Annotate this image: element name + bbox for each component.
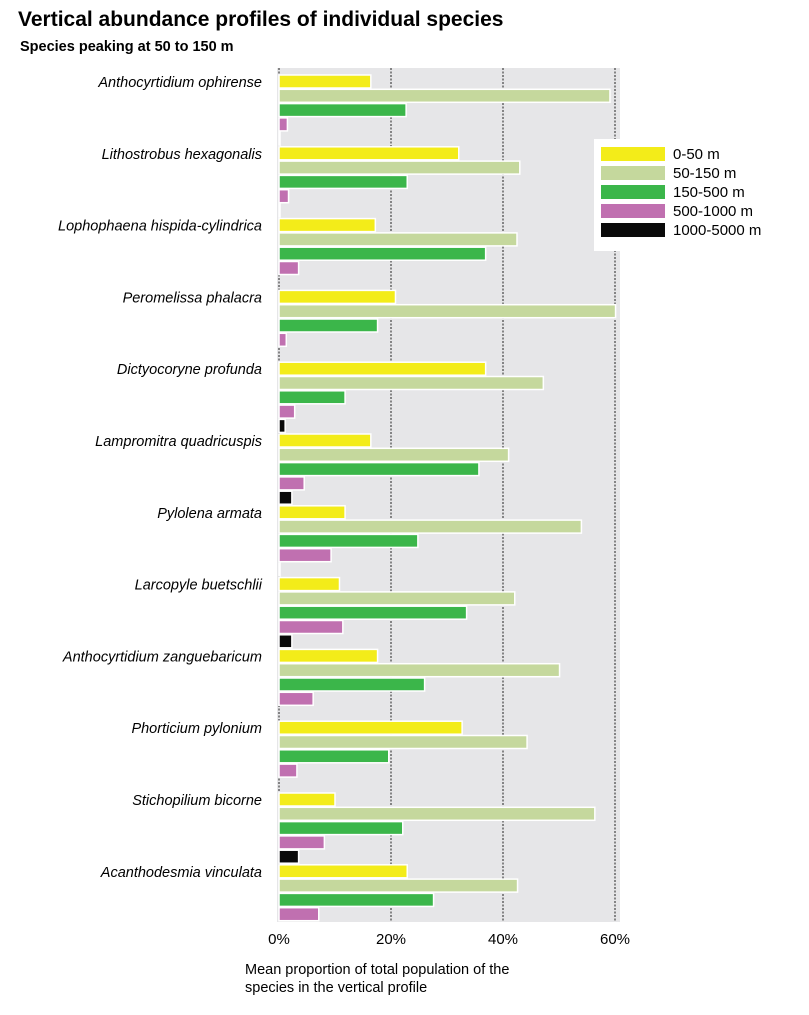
legend-swatch bbox=[601, 147, 665, 161]
legend-swatch bbox=[601, 223, 665, 237]
bar bbox=[278, 131, 281, 146]
category-label: Anthocyrtidium ophirense bbox=[97, 75, 262, 91]
bar bbox=[278, 864, 408, 879]
bar bbox=[278, 217, 377, 233]
bar bbox=[278, 634, 293, 649]
bar bbox=[278, 691, 314, 707]
bar bbox=[278, 490, 293, 505]
bar bbox=[278, 749, 390, 764]
x-tick-label: 20% bbox=[376, 931, 406, 948]
bar bbox=[278, 160, 521, 175]
bar bbox=[278, 591, 516, 606]
bar bbox=[278, 849, 300, 864]
bar bbox=[278, 390, 346, 405]
x-axis-label: Mean proportion of total population of t… bbox=[245, 961, 575, 997]
bar bbox=[278, 174, 408, 190]
chart-subtitle: Species peaking at 50 to 150 m bbox=[20, 39, 234, 55]
bar bbox=[278, 289, 397, 305]
bar bbox=[278, 461, 480, 477]
legend-label: 0-50 m bbox=[673, 146, 720, 163]
category-label: Larcopyle buetschlii bbox=[135, 578, 263, 594]
bar bbox=[278, 318, 379, 333]
legend-label: 1000-5000 m bbox=[673, 222, 761, 239]
bar bbox=[278, 763, 298, 778]
bar bbox=[278, 892, 435, 908]
bar bbox=[278, 820, 404, 836]
bar bbox=[278, 605, 468, 620]
category-label: Lithostrobus hexagonalis bbox=[102, 147, 262, 163]
legend-label: 150-500 m bbox=[673, 184, 745, 201]
category-label: Acanthodesmia vinculata bbox=[100, 865, 262, 881]
legend-label: 50-150 m bbox=[673, 165, 736, 182]
legend-swatch bbox=[601, 204, 665, 218]
category-label: Dictyocoryne profunda bbox=[117, 362, 262, 378]
x-tick-label: 40% bbox=[488, 931, 518, 948]
bar bbox=[278, 88, 611, 104]
bar bbox=[278, 476, 305, 491]
x-axis-label-line-1: Mean proportion of total population of t… bbox=[245, 962, 510, 978]
bar bbox=[278, 648, 379, 664]
x-axis-label-line-2: species in the vertical profile bbox=[245, 980, 428, 996]
bar bbox=[278, 533, 419, 549]
bar bbox=[278, 375, 545, 391]
bar bbox=[278, 188, 290, 204]
legend-swatch bbox=[601, 166, 665, 180]
bar bbox=[278, 232, 518, 247]
bar bbox=[278, 720, 463, 735]
x-tick-label: 60% bbox=[600, 931, 630, 948]
bar bbox=[278, 734, 528, 750]
bar bbox=[278, 505, 346, 520]
category-label: Lophophaena hispida-cylindrica bbox=[58, 219, 262, 235]
category-label: Peromelissa phalacra bbox=[123, 290, 262, 306]
bar bbox=[278, 246, 487, 261]
bar bbox=[278, 418, 286, 434]
category-label: Lampromitra quadricuspis bbox=[95, 434, 262, 450]
bar bbox=[278, 433, 372, 448]
bar bbox=[278, 806, 596, 822]
bar bbox=[278, 361, 487, 376]
bar bbox=[278, 906, 320, 922]
bar bbox=[278, 878, 519, 893]
bar bbox=[278, 547, 332, 563]
bar bbox=[278, 519, 583, 534]
bar bbox=[278, 74, 372, 89]
bar bbox=[278, 447, 510, 463]
category-label: Stichopilium bicorne bbox=[132, 793, 262, 809]
bar bbox=[278, 203, 281, 218]
bar bbox=[278, 332, 288, 348]
category-label: Phorticium pylonium bbox=[131, 721, 262, 737]
chart-title: Vertical abundance profiles of individua… bbox=[18, 8, 504, 31]
bar bbox=[278, 146, 460, 161]
bar bbox=[278, 576, 341, 592]
bar bbox=[278, 792, 336, 807]
bar bbox=[278, 117, 289, 132]
category-label: Pylolena armata bbox=[157, 506, 262, 522]
bar bbox=[278, 562, 281, 577]
bar bbox=[278, 619, 344, 635]
bar bbox=[278, 260, 300, 276]
bar bbox=[278, 404, 296, 419]
bar bbox=[278, 677, 426, 692]
legend-swatch bbox=[601, 185, 665, 199]
bar bbox=[278, 662, 561, 678]
legend-label: 500-1000 m bbox=[673, 203, 753, 220]
bar bbox=[278, 102, 407, 118]
bar bbox=[278, 835, 326, 850]
bar bbox=[278, 303, 617, 319]
plot-background bbox=[277, 68, 620, 922]
x-tick-label: 0% bbox=[268, 931, 290, 948]
category-label: Anthocyrtidium zanguebaricum bbox=[62, 649, 262, 665]
